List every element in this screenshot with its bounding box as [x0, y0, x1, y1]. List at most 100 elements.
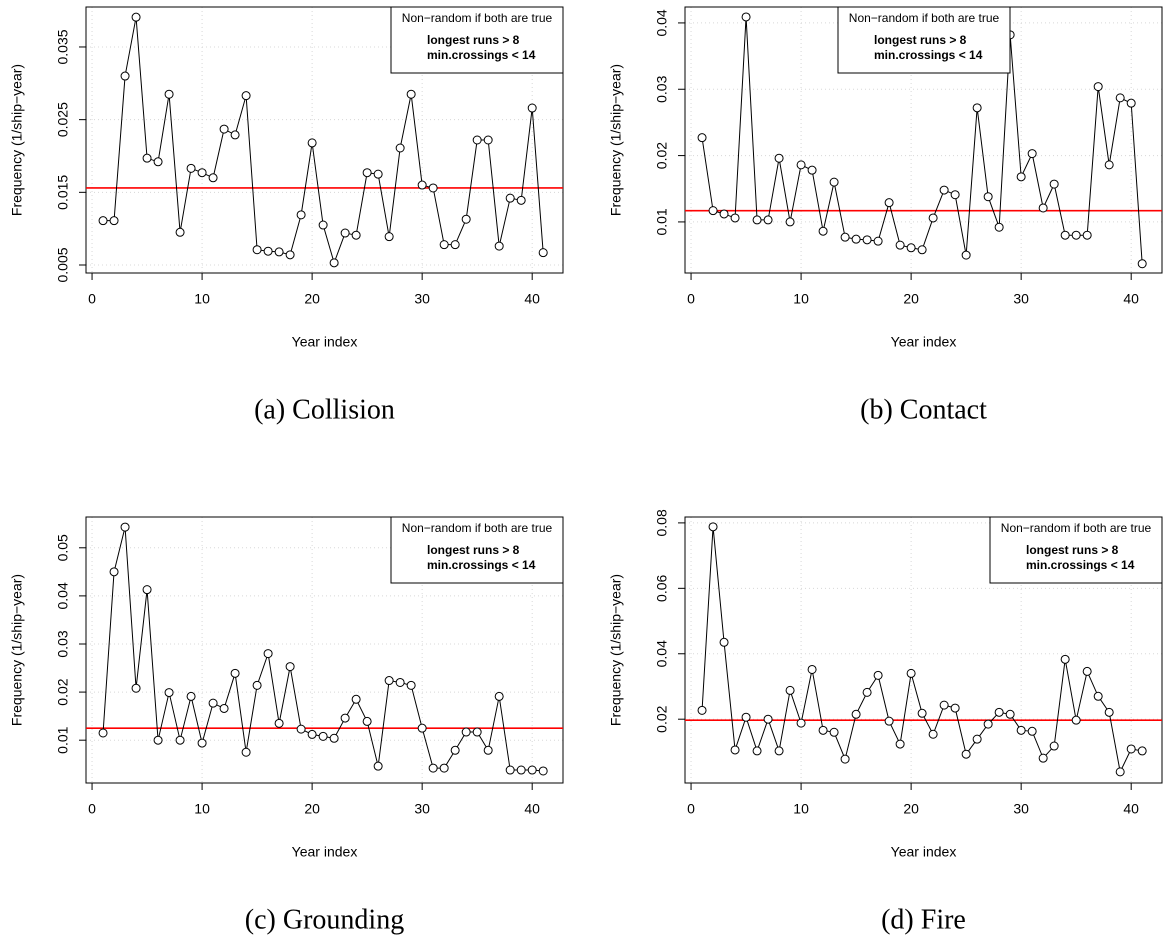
point: [230, 130, 240, 140]
point: [241, 747, 251, 757]
point: [1016, 172, 1026, 182]
point: [263, 649, 273, 659]
point: [186, 691, 196, 701]
point: [807, 664, 817, 674]
point: [994, 707, 1004, 717]
point: [884, 716, 894, 726]
y-tick-label: 0.08: [654, 509, 670, 536]
point: [241, 91, 251, 101]
annotation-box: [837, 6, 1011, 74]
point: [131, 683, 141, 693]
point: [362, 716, 372, 726]
point: [98, 728, 108, 738]
point: [373, 761, 383, 771]
point: [406, 680, 416, 690]
point: [318, 731, 328, 741]
plot-frame: [85, 516, 564, 784]
point: [340, 713, 350, 723]
point: [230, 668, 240, 678]
point: [1126, 744, 1136, 754]
annotation: Non−random if both are true: [849, 11, 1000, 25]
plot-frame: [684, 516, 1163, 784]
point: [329, 733, 339, 743]
point: [439, 763, 449, 773]
point: [175, 227, 185, 237]
point: [362, 168, 372, 178]
point: [1093, 82, 1103, 92]
y-tick-label: 0.015: [55, 175, 71, 210]
y-tick-label: 0.06: [654, 574, 670, 601]
point: [1071, 715, 1081, 725]
point: [505, 765, 515, 775]
point: [1115, 767, 1125, 777]
point: [961, 250, 971, 260]
y-tick-label: 0.04: [55, 582, 71, 609]
point: [1104, 707, 1114, 717]
point: [939, 700, 949, 710]
annotation: longest runs > 8: [427, 33, 520, 47]
point: [950, 703, 960, 713]
y-tick-label: 0.02: [55, 678, 71, 705]
x-tick-label: 30: [1013, 801, 1029, 817]
point: [252, 680, 262, 690]
point: [862, 235, 872, 245]
point: [494, 241, 504, 251]
point: [1137, 746, 1147, 756]
x-tick-label: 30: [414, 291, 430, 307]
point: [120, 71, 130, 81]
annotation: Non−random if both are true: [1001, 521, 1152, 535]
point: [752, 746, 762, 756]
y-tick-label: 0.04: [654, 9, 670, 36]
point: [774, 153, 784, 163]
point: [428, 183, 438, 193]
annotation: min.crossings < 14: [874, 48, 983, 62]
caption: (a) Collision: [254, 394, 395, 425]
point: [208, 698, 218, 708]
point: [774, 746, 784, 756]
y-tick-label: 0.01: [55, 726, 71, 753]
point: [851, 709, 861, 719]
point: [796, 160, 806, 170]
point: [373, 169, 383, 179]
point: [697, 705, 707, 715]
point: [983, 719, 993, 729]
point: [1082, 666, 1092, 676]
point: [461, 727, 471, 737]
y-axis-label: Frequency (1/ship−year): [9, 64, 25, 216]
x-tick-label: 10: [194, 801, 210, 817]
point: [450, 240, 460, 250]
point: [461, 214, 471, 224]
point: [516, 765, 526, 775]
y-tick-label: 0.02: [654, 705, 670, 732]
point: [384, 676, 394, 686]
point: [527, 765, 537, 775]
point: [785, 217, 795, 227]
point: [818, 725, 828, 735]
annotation: min.crossings < 14: [427, 48, 536, 62]
y-tick-label: 0.025: [55, 102, 71, 137]
point: [928, 213, 938, 223]
y-tick-label: 0.04: [654, 640, 670, 667]
point: [1126, 98, 1136, 108]
point: [1071, 230, 1081, 240]
annotation: min.crossings < 14: [427, 558, 536, 572]
point: [417, 180, 427, 190]
point: [142, 153, 152, 163]
point: [1082, 230, 1092, 240]
annotation-box: [390, 6, 564, 74]
point: [98, 216, 108, 226]
point: [708, 522, 718, 532]
point: [1016, 725, 1026, 735]
annotation: longest runs > 8: [1026, 543, 1119, 557]
point: [906, 668, 916, 678]
annotation: longest runs > 8: [427, 543, 520, 557]
point: [818, 226, 828, 236]
point: [840, 754, 850, 764]
x-tick-label: 0: [88, 291, 96, 307]
x-tick-label: 0: [687, 291, 695, 307]
point: [730, 213, 740, 223]
point: [730, 745, 740, 755]
point: [109, 567, 119, 577]
x-axis-label: Year index: [292, 844, 358, 860]
point: [752, 215, 762, 225]
